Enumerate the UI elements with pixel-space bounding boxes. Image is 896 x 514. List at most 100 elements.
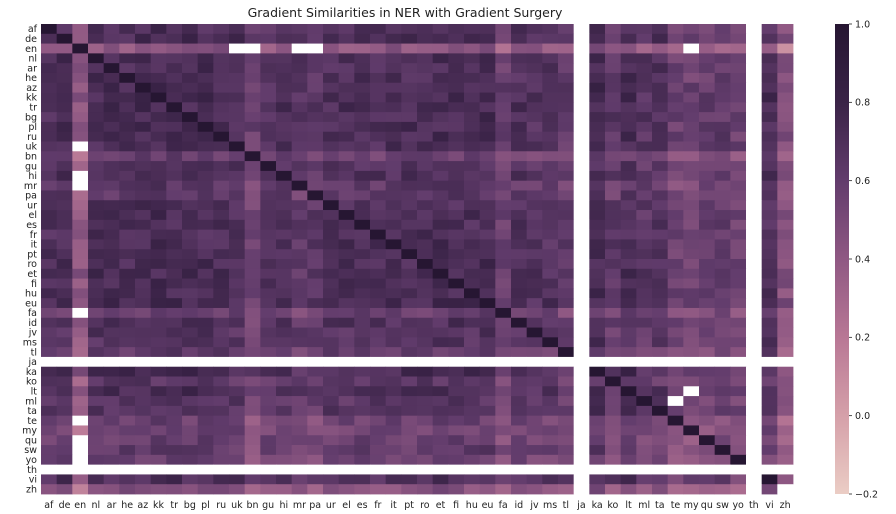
heatmap-cell <box>746 464 763 475</box>
heatmap-cell <box>56 278 73 289</box>
heatmap-cell <box>229 33 246 44</box>
heatmap-cell <box>464 161 481 172</box>
heatmap-cell <box>667 415 684 426</box>
heatmap-cell <box>323 112 340 123</box>
heatmap-cell <box>417 454 434 466</box>
heatmap-cell <box>213 180 230 191</box>
heatmap-cell <box>652 141 669 152</box>
heatmap-cell <box>526 102 543 113</box>
heatmap-cell <box>699 435 716 446</box>
heatmap-cell <box>495 170 512 182</box>
heatmap-cell <box>401 190 418 201</box>
heatmap-cell <box>385 464 402 475</box>
heatmap-cell <box>511 249 528 260</box>
heatmap-cell <box>401 396 418 407</box>
y-tick-label: sw <box>24 445 37 456</box>
heatmap-cell <box>589 190 606 201</box>
heatmap-cell <box>56 200 73 211</box>
heatmap-cell <box>714 356 731 368</box>
heatmap-cell <box>103 112 120 123</box>
heatmap-cell <box>41 63 58 74</box>
heatmap-cell <box>746 239 763 250</box>
heatmap-cell <box>542 200 559 211</box>
heatmap-cell <box>683 435 700 446</box>
heatmap-cell <box>542 307 559 319</box>
heatmap-cell <box>72 464 89 475</box>
heatmap-cell <box>573 151 590 162</box>
heatmap-cell <box>244 53 261 64</box>
heatmap-cell <box>495 317 512 328</box>
heatmap-cell <box>338 484 355 495</box>
heatmap-cell <box>72 210 89 221</box>
heatmap-cell <box>338 356 355 368</box>
heatmap-cell <box>636 278 653 289</box>
heatmap-cell <box>761 33 778 44</box>
heatmap-cell <box>730 454 747 466</box>
heatmap-cell <box>683 92 700 103</box>
heatmap-cell <box>135 170 152 182</box>
heatmap-cell <box>558 268 575 279</box>
heatmap-cell <box>432 396 449 407</box>
heatmap-cell <box>354 425 371 436</box>
heatmap-cell <box>542 63 559 74</box>
heatmap-cell <box>354 366 371 377</box>
heatmap-cell <box>605 435 622 446</box>
heatmap-cell <box>166 82 183 93</box>
heatmap-cell <box>605 200 622 211</box>
heatmap-cell <box>41 327 58 338</box>
heatmap-cell <box>683 121 700 133</box>
heatmap-cell <box>182 53 199 64</box>
heatmap-cell <box>103 82 120 93</box>
heatmap-cell <box>448 33 465 44</box>
heatmap-cell <box>119 366 136 377</box>
heatmap-cell <box>213 356 230 368</box>
heatmap-cell <box>573 337 590 348</box>
heatmap-cell <box>526 425 543 436</box>
heatmap-cell <box>119 151 136 162</box>
heatmap-cell <box>699 484 716 495</box>
heatmap-cell <box>605 366 622 377</box>
heatmap-cell <box>370 356 387 368</box>
heatmap-cell <box>150 268 167 279</box>
heatmap-cell <box>197 356 214 368</box>
heatmap-cell <box>119 131 136 142</box>
heatmap-cell <box>291 82 308 93</box>
heatmap-cell <box>135 259 152 270</box>
heatmap-cell <box>730 445 747 456</box>
heatmap-cell <box>667 131 684 142</box>
heatmap-cell <box>291 405 308 417</box>
heatmap-cell <box>667 405 684 417</box>
heatmap-cell <box>558 190 575 201</box>
heatmap-cell <box>276 307 293 319</box>
heatmap-cell <box>761 24 778 35</box>
heatmap-cell <box>558 151 575 162</box>
heatmap-cell <box>307 464 324 475</box>
heatmap-cell <box>385 298 402 309</box>
heatmap-cell <box>41 307 58 319</box>
heatmap-cell <box>479 121 496 133</box>
heatmap-cell <box>746 72 763 84</box>
heatmap-cell <box>119 347 136 358</box>
heatmap-cell <box>558 317 575 328</box>
heatmap-cell <box>558 376 575 387</box>
heatmap-cell <box>197 200 214 211</box>
heatmap-cell <box>338 396 355 407</box>
heatmap-cell <box>667 121 684 133</box>
heatmap-cell <box>511 474 528 485</box>
heatmap-cell <box>72 474 89 485</box>
heatmap-cell <box>589 239 606 250</box>
heatmap-cell <box>119 210 136 221</box>
heatmap-cell <box>636 317 653 328</box>
heatmap-cell <box>417 445 434 456</box>
heatmap-cell <box>652 366 669 377</box>
heatmap-cell <box>730 131 747 142</box>
heatmap-cell <box>526 317 543 328</box>
heatmap-cell <box>714 43 731 54</box>
heatmap-cell <box>699 376 716 387</box>
heatmap-cell <box>401 43 418 54</box>
heatmap-cell <box>213 386 230 397</box>
heatmap-cell <box>370 170 387 182</box>
heatmap-cell <box>354 72 371 84</box>
heatmap-cell <box>558 121 575 133</box>
heatmap-cell <box>620 33 637 44</box>
